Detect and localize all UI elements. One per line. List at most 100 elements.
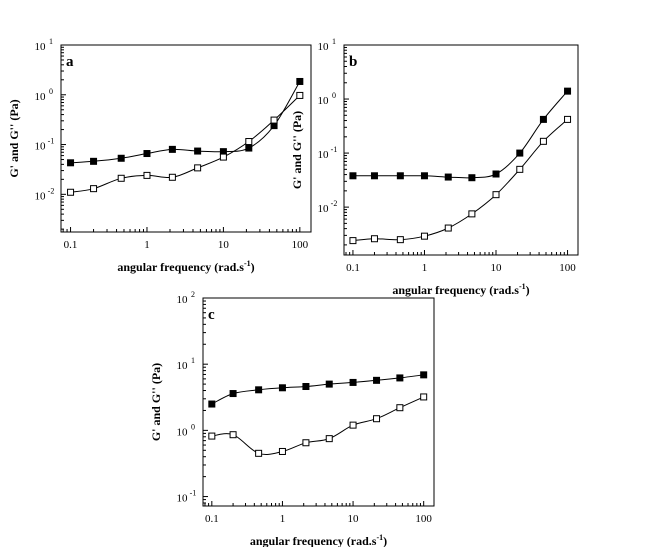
data-point-filled-square: [302, 383, 310, 391]
x-axis-label-end: ): [383, 534, 387, 547]
data-point-filled-square: [296, 77, 304, 85]
data-point-open-square: [468, 210, 476, 218]
x-axis-label-text: angular frequency (rad.s: [250, 534, 377, 547]
y-tick-label: 10 0: [177, 422, 196, 438]
data-point-filled-square: [516, 149, 524, 157]
g-double-prime-series: [349, 115, 572, 245]
x-axis-label-end: ): [251, 260, 255, 274]
g-double-prime-series: [208, 393, 428, 457]
y-tick-label: 10 1: [35, 37, 54, 53]
g-prime-series: [208, 371, 428, 408]
data-point-open-square: [194, 164, 202, 172]
x-axis-label-text: angular frequency (rad.s: [392, 283, 519, 297]
g-prime-series: [349, 87, 572, 182]
y-tick-exponent: 1: [191, 356, 195, 365]
x-tick-label: 1: [144, 239, 150, 251]
data-point-filled-square: [420, 172, 428, 180]
fit-curve: [70, 81, 301, 164]
y-tick-exponent: -2: [331, 199, 338, 208]
data-point-filled-square: [143, 150, 151, 158]
data-point-filled-square: [208, 400, 216, 408]
y-tick-label: 10 -1: [318, 145, 338, 161]
y-tick-label: 10 0: [35, 87, 54, 103]
data-point-open-square: [255, 449, 263, 457]
data-point-open-square: [229, 431, 237, 439]
panel-letter: c: [208, 307, 215, 323]
y-tick-label: 10 -2: [35, 186, 55, 202]
x-tick-label: 1: [422, 262, 428, 274]
data-point-filled-square: [492, 170, 500, 178]
data-point-filled-square: [325, 380, 333, 388]
fit-curve: [352, 119, 568, 242]
y-tick-base: 10: [177, 360, 189, 372]
data-point-open-square: [396, 404, 404, 412]
x-tick-label: 100: [559, 262, 576, 274]
data-point-filled-square: [90, 157, 98, 165]
panel-letter: b: [349, 54, 357, 70]
x-axis-label-end: ): [526, 283, 530, 297]
y-tick-exponent: 0: [49, 87, 53, 96]
y-tick-base: 10: [35, 41, 47, 53]
x-axis-label-exponent: -1: [244, 259, 251, 268]
y-tick-label: 10 -2: [318, 199, 338, 215]
data-point-filled-square: [278, 384, 286, 392]
data-point-open-square: [539, 137, 547, 145]
y-tick-exponent: 0: [191, 422, 195, 431]
y-tick-exponent: 1: [332, 37, 336, 46]
data-point-open-square: [370, 235, 378, 243]
data-point-open-square: [143, 171, 151, 179]
data-point-filled-square: [420, 371, 428, 379]
y-axis-label: G' and G'' (Pa): [290, 111, 304, 189]
x-axis-label-text: angular frequency (rad.s: [117, 260, 244, 274]
g-prime-series: [67, 77, 304, 167]
data-point-open-square: [90, 185, 98, 193]
y-axis-label: G' and G'' (Pa): [7, 99, 21, 177]
data-point-open-square: [373, 415, 381, 423]
data-point-open-square: [302, 439, 310, 447]
data-point-open-square: [444, 224, 452, 232]
y-tick-exponent: 0: [332, 91, 336, 100]
y-tick-base: 10: [318, 149, 330, 161]
data-point-filled-square: [468, 174, 476, 182]
x-tick-label: 1: [280, 513, 286, 525]
x-tick-label: 10: [491, 262, 503, 274]
data-point-open-square: [420, 232, 428, 240]
y-tick-base: 10: [177, 493, 189, 505]
plot-frame: [60, 44, 312, 233]
y-tick-exponent: 1: [49, 37, 53, 46]
g-double-prime-series: [67, 91, 304, 196]
fit-curve: [211, 374, 424, 405]
data-point-filled-square: [168, 145, 176, 153]
y-tick-label: 10 1: [318, 37, 337, 53]
data-point-open-square: [325, 435, 333, 443]
data-point-filled-square: [396, 172, 404, 180]
y-tick-base: 10: [318, 203, 330, 215]
x-tick-label: 0.1: [64, 239, 78, 251]
data-point-open-square: [349, 237, 357, 245]
x-tick-label: 10: [348, 513, 360, 525]
data-point-open-square: [67, 188, 75, 196]
y-tick-exponent: -2: [48, 186, 55, 195]
data-point-filled-square: [539, 115, 547, 123]
data-point-open-square: [492, 191, 500, 199]
data-point-filled-square: [370, 172, 378, 180]
y-tick-base: 10: [177, 294, 189, 306]
data-point-open-square: [245, 138, 253, 146]
data-point-filled-square: [245, 144, 253, 152]
data-point-filled-square: [396, 374, 404, 382]
x-axis-label: angular frequency (rad.s-1): [250, 533, 387, 547]
y-tick-exponent: -1: [48, 137, 55, 146]
y-tick-label: 10 1: [177, 356, 196, 372]
y-tick-base: 10: [177, 426, 189, 438]
y-tick-label: 10 -1: [35, 137, 55, 153]
y-tick-label: 10 0: [318, 91, 337, 107]
data-point-filled-square: [194, 147, 202, 155]
x-axis-label-exponent: -1: [376, 533, 383, 542]
data-point-open-square: [396, 236, 404, 244]
data-point-filled-square: [444, 173, 452, 181]
data-point-open-square: [420, 393, 428, 401]
y-tick-base: 10: [35, 190, 47, 202]
